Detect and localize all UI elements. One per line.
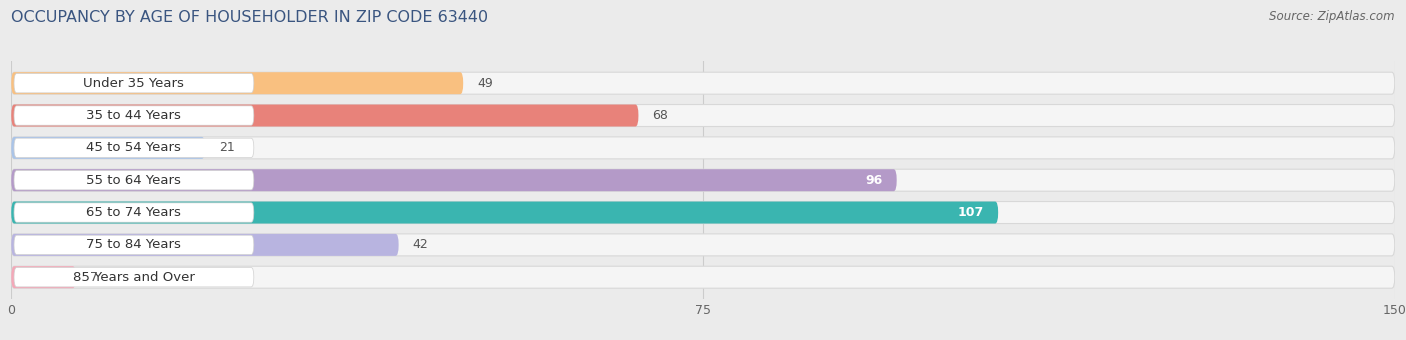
FancyBboxPatch shape (14, 138, 254, 157)
Text: 96: 96 (866, 174, 883, 187)
FancyBboxPatch shape (14, 268, 254, 287)
Text: 42: 42 (412, 238, 429, 251)
FancyBboxPatch shape (11, 169, 1395, 191)
FancyBboxPatch shape (11, 202, 1395, 223)
Text: Under 35 Years: Under 35 Years (83, 77, 184, 90)
Text: 49: 49 (477, 77, 492, 90)
Text: 75 to 84 Years: 75 to 84 Years (87, 238, 181, 251)
FancyBboxPatch shape (14, 235, 254, 255)
FancyBboxPatch shape (11, 137, 1395, 159)
FancyBboxPatch shape (11, 202, 998, 223)
FancyBboxPatch shape (11, 169, 897, 191)
Text: 55 to 64 Years: 55 to 64 Years (87, 174, 181, 187)
Text: 107: 107 (957, 206, 984, 219)
FancyBboxPatch shape (11, 234, 1395, 256)
FancyBboxPatch shape (11, 104, 1395, 126)
FancyBboxPatch shape (14, 73, 254, 93)
Text: 68: 68 (652, 109, 668, 122)
FancyBboxPatch shape (14, 106, 254, 125)
FancyBboxPatch shape (11, 234, 399, 256)
Text: 65 to 74 Years: 65 to 74 Years (87, 206, 181, 219)
FancyBboxPatch shape (11, 104, 638, 126)
FancyBboxPatch shape (11, 266, 1395, 288)
Text: 45 to 54 Years: 45 to 54 Years (87, 141, 181, 154)
Text: 85 Years and Over: 85 Years and Over (73, 271, 195, 284)
Text: 21: 21 (219, 141, 235, 154)
FancyBboxPatch shape (11, 72, 1395, 94)
Text: OCCUPANCY BY AGE OF HOUSEHOLDER IN ZIP CODE 63440: OCCUPANCY BY AGE OF HOUSEHOLDER IN ZIP C… (11, 10, 488, 25)
FancyBboxPatch shape (11, 137, 205, 159)
FancyBboxPatch shape (14, 203, 254, 222)
Text: 35 to 44 Years: 35 to 44 Years (87, 109, 181, 122)
Text: 7: 7 (90, 271, 97, 284)
FancyBboxPatch shape (11, 72, 463, 94)
FancyBboxPatch shape (11, 266, 76, 288)
Text: Source: ZipAtlas.com: Source: ZipAtlas.com (1270, 10, 1395, 23)
FancyBboxPatch shape (14, 171, 254, 190)
